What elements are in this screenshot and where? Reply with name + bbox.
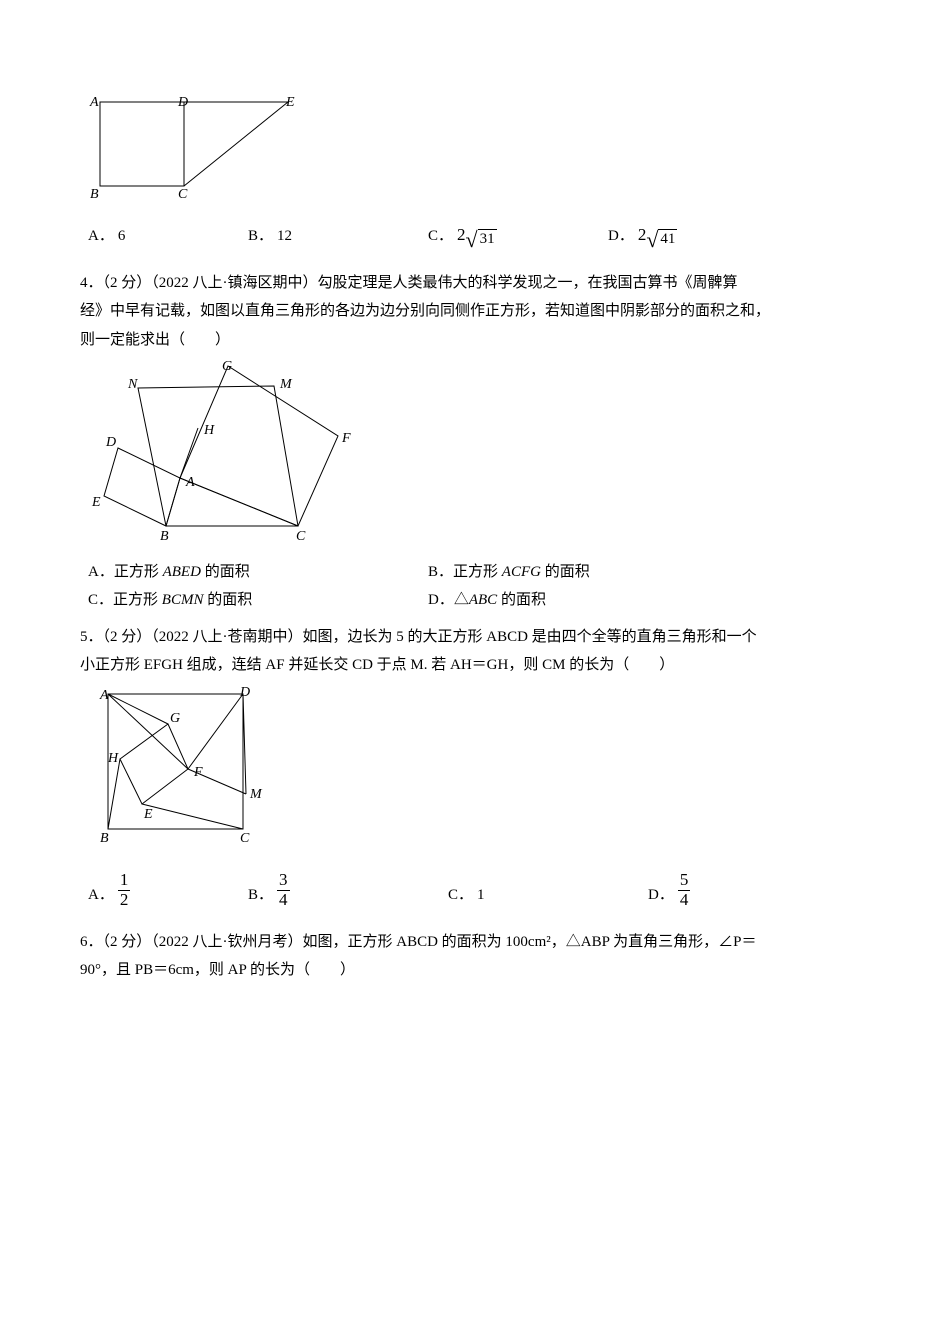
- svg-text:A: A: [89, 95, 99, 110]
- svg-text:D: D: [177, 95, 188, 110]
- opt-label-d: D．: [648, 881, 674, 910]
- q4-opt-c-text: 正方形 BCMN 的面积: [113, 592, 252, 608]
- q3-opt-d-pre: 2: [638, 219, 647, 251]
- q4-opt-d-text: △ABC 的面积: [454, 592, 546, 608]
- q4-figure: B C A D E N M G F H: [88, 358, 870, 554]
- fraction: 3 4: [277, 871, 290, 909]
- svg-text:B: B: [100, 831, 109, 846]
- opt-label-c: C．: [428, 222, 453, 251]
- q4-options: A．正方形 ABED 的面积 B．正方形 ACFG 的面积 C．正方形 BCMN…: [88, 558, 870, 615]
- sqrt-icon: √ 31: [466, 229, 497, 251]
- opt-label-b: B．: [248, 222, 273, 251]
- svg-text:G: G: [170, 711, 180, 726]
- q4-opt-c: C．正方形 BCMN 的面积: [88, 586, 428, 615]
- q3-opt-a: A． 6: [88, 222, 248, 251]
- opt-label-c: C．: [88, 592, 113, 608]
- q5-opt-c-value: 1: [477, 881, 485, 910]
- svg-text:H: H: [107, 751, 119, 766]
- svg-text:F: F: [341, 431, 351, 446]
- svg-text:D: D: [239, 685, 250, 700]
- svg-text:B: B: [90, 187, 99, 202]
- q4-opt-d: D．△ABC 的面积: [428, 586, 768, 615]
- svg-text:D: D: [105, 435, 116, 450]
- q6-text-line1: 6．（2 分）（2022 八上·钦州月考）如图，正方形 ABCD 的面积为 10…: [80, 928, 870, 957]
- q3-opt-d-rad: 41: [658, 229, 677, 251]
- fraction: 5 4: [678, 871, 691, 909]
- svg-text:B: B: [160, 529, 169, 543]
- q3-opt-c-pre: 2: [457, 219, 466, 251]
- svg-text:E: E: [91, 495, 101, 510]
- svg-text:A: A: [99, 688, 109, 703]
- fraction: 1 2: [118, 871, 131, 909]
- q5-opt-b: B． 3 4: [248, 871, 448, 909]
- q4-opt-a: A．正方形 ABED 的面积: [88, 558, 428, 587]
- q5-d-den: 4: [678, 890, 691, 910]
- opt-label-c: C．: [448, 881, 473, 910]
- q4-opt-a-text: 正方形 ABED 的面积: [114, 564, 250, 580]
- radical-sign: √: [646, 229, 658, 251]
- q3-opt-c-rad: 31: [478, 229, 497, 251]
- q4-text-line1: 4．（2 分）（2022 八上·镇海区期中）勾股定理是人类最伟大的科学发现之一，…: [80, 269, 870, 298]
- radical-sign: √: [466, 229, 478, 251]
- q3-opt-d: D． 2 √ 41: [608, 219, 748, 251]
- svg-text:M: M: [279, 377, 293, 392]
- q4-opt-b-text: 正方形 ACFG 的面积: [453, 564, 590, 580]
- svg-text:G: G: [222, 359, 232, 374]
- q3-opt-b-value: 12: [277, 222, 292, 251]
- q5-a-num: 1: [118, 871, 131, 890]
- q4-text-line2: 经》中早有记载，如图以直角三角形的各边为边分别向同侧作正方形，若知道图中阴影部分…: [80, 297, 870, 326]
- q5-opt-c: C． 1: [448, 881, 648, 910]
- q5-opt-a: A． 1 2: [88, 871, 248, 909]
- q3-opt-b: B． 12: [248, 222, 428, 251]
- opt-label-a: A．: [88, 564, 114, 580]
- opt-label-b: B．: [248, 881, 273, 910]
- opt-label-b: B．: [428, 564, 453, 580]
- svg-text:C: C: [178, 187, 188, 202]
- q3-opt-c: C． 2 √ 31: [428, 219, 608, 251]
- q5-a-den: 2: [118, 890, 131, 910]
- q3-options: A． 6 B． 12 C． 2 √ 31 D． 2 √ 41: [88, 219, 870, 251]
- svg-text:C: C: [296, 529, 306, 543]
- q6-text-line2: 90°，且 PB＝6cm，则 AP 的长为（ ）: [80, 956, 870, 985]
- q5-d-num: 5: [678, 871, 691, 890]
- opt-label-d: D．: [608, 222, 634, 251]
- q5-b-num: 3: [277, 871, 290, 890]
- q5-options: A． 1 2 B． 3 4 C． 1 D． 5 4: [88, 871, 870, 909]
- opt-label-a: A．: [88, 881, 114, 910]
- q5-b-den: 4: [277, 890, 290, 910]
- svg-text:C: C: [240, 831, 250, 846]
- q4-text-line3: 则一定能求出（ ）: [80, 326, 870, 355]
- svg-text:N: N: [127, 377, 138, 392]
- svg-text:M: M: [249, 787, 263, 802]
- svg-text:E: E: [285, 95, 295, 110]
- svg-text:E: E: [143, 807, 153, 822]
- svg-text:H: H: [203, 423, 215, 438]
- q5-opt-d: D． 5 4: [648, 871, 788, 909]
- q5-text-line1: 5．（2 分）（2022 八上·苍南期中）如图，边长为 5 的大正方形 ABCD…: [80, 623, 870, 652]
- q5-figure: A D C B G H F E M: [88, 684, 870, 860]
- q3-opt-a-value: 6: [118, 222, 126, 251]
- q4-opt-b: B．正方形 ACFG 的面积: [428, 558, 768, 587]
- svg-text:A: A: [185, 475, 195, 490]
- opt-label-d: D．: [428, 592, 454, 608]
- q5-text-line2: 小正方形 EFGH 组成，连结 AF 并延长交 CD 于点 M. 若 AH＝GH…: [80, 651, 870, 680]
- svg-text:F: F: [193, 765, 203, 780]
- sqrt-icon: √ 41: [646, 229, 677, 251]
- opt-label-a: A．: [88, 222, 114, 251]
- q3-figure: A B C D E: [88, 94, 870, 215]
